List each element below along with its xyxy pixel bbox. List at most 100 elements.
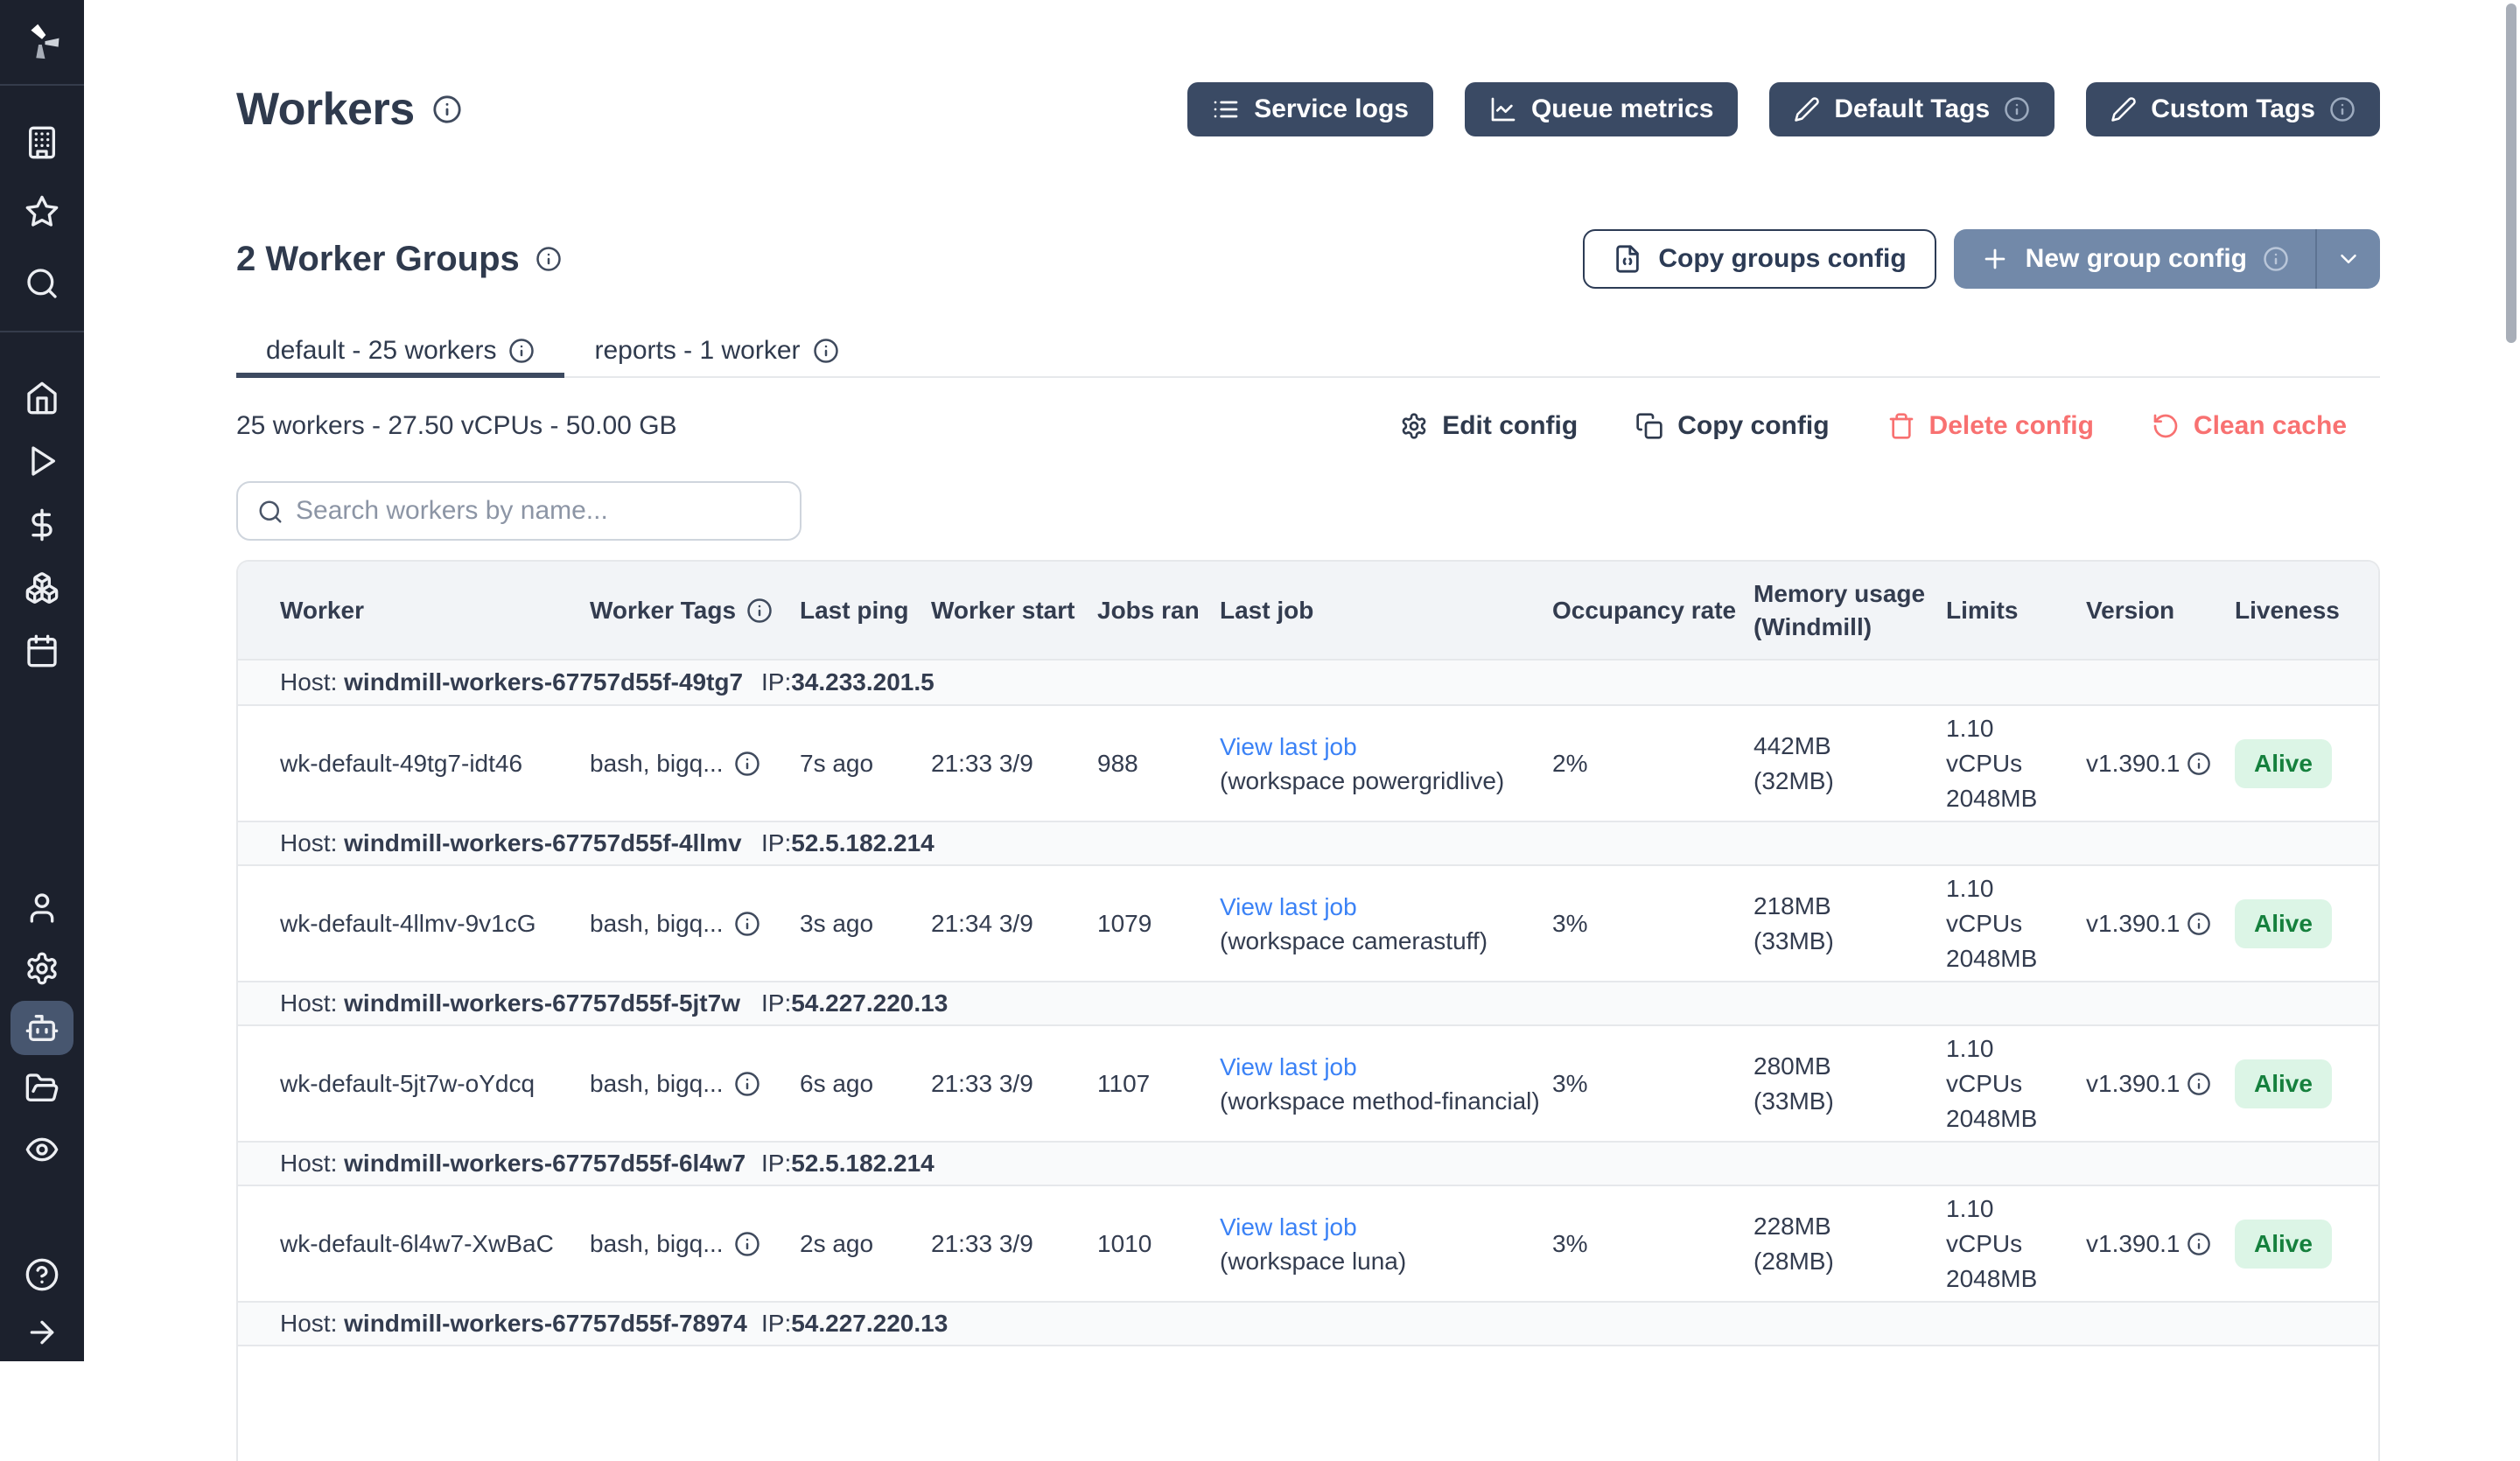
play-icon[interactable] bbox=[24, 444, 60, 479]
copy-config-button[interactable]: Copy config bbox=[1635, 411, 1830, 441]
last-job: View last job (workspace method-financial… bbox=[1209, 1050, 1542, 1118]
search-icon[interactable] bbox=[24, 266, 60, 301]
default-tags-button[interactable]: Default Tags bbox=[1769, 82, 2055, 136]
sidebar-divider bbox=[0, 331, 84, 332]
info-icon[interactable] bbox=[432, 94, 462, 124]
user-icon[interactable] bbox=[24, 891, 60, 926]
info-icon[interactable] bbox=[2329, 96, 2356, 122]
sidebar bbox=[0, 0, 84, 1361]
folder-open-icon[interactable] bbox=[24, 1071, 60, 1106]
list-icon bbox=[1214, 101, 1238, 118]
info-icon[interactable] bbox=[2187, 912, 2211, 936]
jobs-ran: 1079 bbox=[1097, 909, 1152, 937]
custom-tags-button[interactable]: Custom Tags bbox=[2086, 82, 2380, 136]
ip-cell: IP:52.5.182.214 bbox=[761, 829, 934, 857]
limits: 1.10 vCPUs 2048MB bbox=[1946, 874, 2038, 972]
service-logs-button[interactable]: Service logs bbox=[1187, 82, 1433, 136]
view-last-job-link[interactable]: View last job bbox=[1220, 1213, 1357, 1241]
worker-name: wk-default-6l4w7-XwBaC bbox=[280, 1229, 554, 1257]
column-header-worker-tags: Worker Tags bbox=[579, 594, 789, 627]
gear-icon[interactable] bbox=[24, 951, 60, 986]
host-name: windmill-workers-67757d55f-49tg7 bbox=[344, 668, 744, 696]
boxes-icon[interactable] bbox=[24, 570, 60, 605]
column-header-limits: Limits bbox=[1946, 596, 2019, 624]
liveness-badge: Alive bbox=[2235, 1219, 2332, 1269]
robot-icon[interactable] bbox=[24, 1010, 60, 1045]
info-icon[interactable] bbox=[734, 1071, 760, 1097]
sidebar-active-highlight bbox=[10, 1001, 74, 1055]
last-job: View last job (workspace powergridlive) bbox=[1209, 730, 1542, 798]
arrow-right-icon[interactable] bbox=[24, 1315, 60, 1350]
button-divider bbox=[2315, 229, 2317, 289]
edit-config-button[interactable]: Edit config bbox=[1400, 411, 1578, 441]
info-icon[interactable] bbox=[746, 598, 773, 624]
info-icon[interactable] bbox=[2004, 96, 2030, 122]
version: v1.390.1 bbox=[2076, 906, 2224, 941]
host-name: windmill-workers-67757d55f-5jt7w bbox=[344, 989, 740, 1017]
host-cell: Host: windmill-workers-67757d55f-49tg7 bbox=[238, 668, 743, 696]
info-icon[interactable] bbox=[2187, 1232, 2211, 1256]
info-icon[interactable] bbox=[2263, 246, 2289, 272]
info-icon[interactable] bbox=[813, 338, 839, 364]
new-group-config-label: New group config bbox=[2025, 244, 2247, 273]
worker-row: wk-default-4llmv-9v1cG bash, bigq... 3s … bbox=[238, 866, 2378, 981]
building-icon[interactable] bbox=[24, 125, 60, 160]
info-icon[interactable] bbox=[508, 338, 535, 364]
workers-table-rows: Host: windmill-workers-67757d55f-49tg7 I… bbox=[238, 661, 2378, 1461]
view-last-job-link[interactable]: View last job bbox=[1220, 1052, 1357, 1080]
main-content: Workers Service logs Queue metrics Defau… bbox=[236, 0, 2380, 1461]
ip-label: IP: bbox=[761, 829, 792, 856]
tab-reports[interactable]: reports - 1 worker bbox=[564, 329, 868, 378]
jobs-ran: 1107 bbox=[1097, 1069, 1151, 1097]
new-group-config-button[interactable]: New group config bbox=[1953, 229, 2380, 289]
host-row: Host: windmill-workers-67757d55f-4llmv I… bbox=[238, 821, 2378, 866]
eye-icon[interactable] bbox=[24, 1132, 60, 1167]
worker-tags: bash, bigq... bbox=[579, 1066, 789, 1101]
version: v1.390.1 bbox=[2076, 746, 2224, 781]
info-icon[interactable] bbox=[734, 1231, 760, 1257]
home-icon[interactable] bbox=[24, 381, 60, 416]
search-workers-input[interactable] bbox=[236, 481, 802, 541]
ip-cell: IP:34.233.201.5 bbox=[761, 668, 934, 696]
service-logs-label: Service logs bbox=[1254, 94, 1409, 123]
worker-tags: bash, bigq... bbox=[579, 1227, 789, 1262]
scrollbar[interactable] bbox=[2506, 3, 2516, 343]
last-job: View last job (workspace camerastuff) bbox=[1209, 890, 1542, 958]
worker-start: 21:33 3/9 bbox=[931, 749, 1033, 777]
liveness-badge: Alive bbox=[2235, 1059, 2332, 1108]
host-ip: 52.5.182.214 bbox=[791, 829, 934, 856]
windmill-logo-icon[interactable] bbox=[19, 19, 65, 65]
queue-metrics-button[interactable]: Queue metrics bbox=[1464, 82, 1739, 136]
occupancy-rate: 3% bbox=[1552, 1229, 1588, 1257]
worker-start: 21:33 3/9 bbox=[931, 1069, 1033, 1097]
tab-default[interactable]: default - 25 workers bbox=[236, 329, 565, 378]
copy-groups-config-button[interactable]: Copy groups config bbox=[1583, 229, 1936, 289]
delete-config-button[interactable]: Delete config bbox=[1887, 411, 2094, 441]
groups-header: 2 Worker Groups Copy groups config New g… bbox=[236, 229, 2380, 289]
info-icon[interactable] bbox=[536, 246, 562, 272]
view-last-job-link[interactable]: View last job bbox=[1220, 892, 1357, 920]
info-icon[interactable] bbox=[2187, 751, 2211, 776]
file-code-icon bbox=[1616, 245, 1640, 273]
page-header: Workers Service logs Queue metrics Defau… bbox=[236, 80, 2380, 138]
last-job-workspace: (workspace method-financial) bbox=[1220, 1087, 1540, 1115]
calendar-icon[interactable] bbox=[24, 633, 60, 668]
ip-label: IP: bbox=[761, 1310, 792, 1337]
ip-label: IP: bbox=[761, 989, 792, 1017]
last-ping: 2s ago bbox=[800, 1229, 874, 1257]
help-icon[interactable] bbox=[24, 1257, 60, 1292]
column-header-last-ping: Last ping bbox=[800, 596, 909, 624]
dollar-icon[interactable] bbox=[24, 507, 60, 542]
worker-name: wk-default-5jt7w-oYdcq bbox=[280, 1069, 536, 1097]
star-icon[interactable] bbox=[24, 194, 60, 229]
info-icon[interactable] bbox=[734, 751, 760, 777]
occupancy-rate: 3% bbox=[1552, 1069, 1588, 1097]
info-icon[interactable] bbox=[734, 911, 760, 937]
new-group-config-dropdown[interactable] bbox=[2317, 229, 2380, 289]
view-last-job-link[interactable]: View last job bbox=[1220, 732, 1357, 760]
search-workers bbox=[236, 481, 802, 541]
clean-cache-button[interactable]: Clean cache bbox=[2152, 411, 2347, 441]
chart-icon bbox=[1491, 97, 1516, 122]
config-actions: Edit config Copy config Delete config Cl… bbox=[1400, 411, 2347, 441]
info-icon[interactable] bbox=[2187, 1072, 2211, 1096]
